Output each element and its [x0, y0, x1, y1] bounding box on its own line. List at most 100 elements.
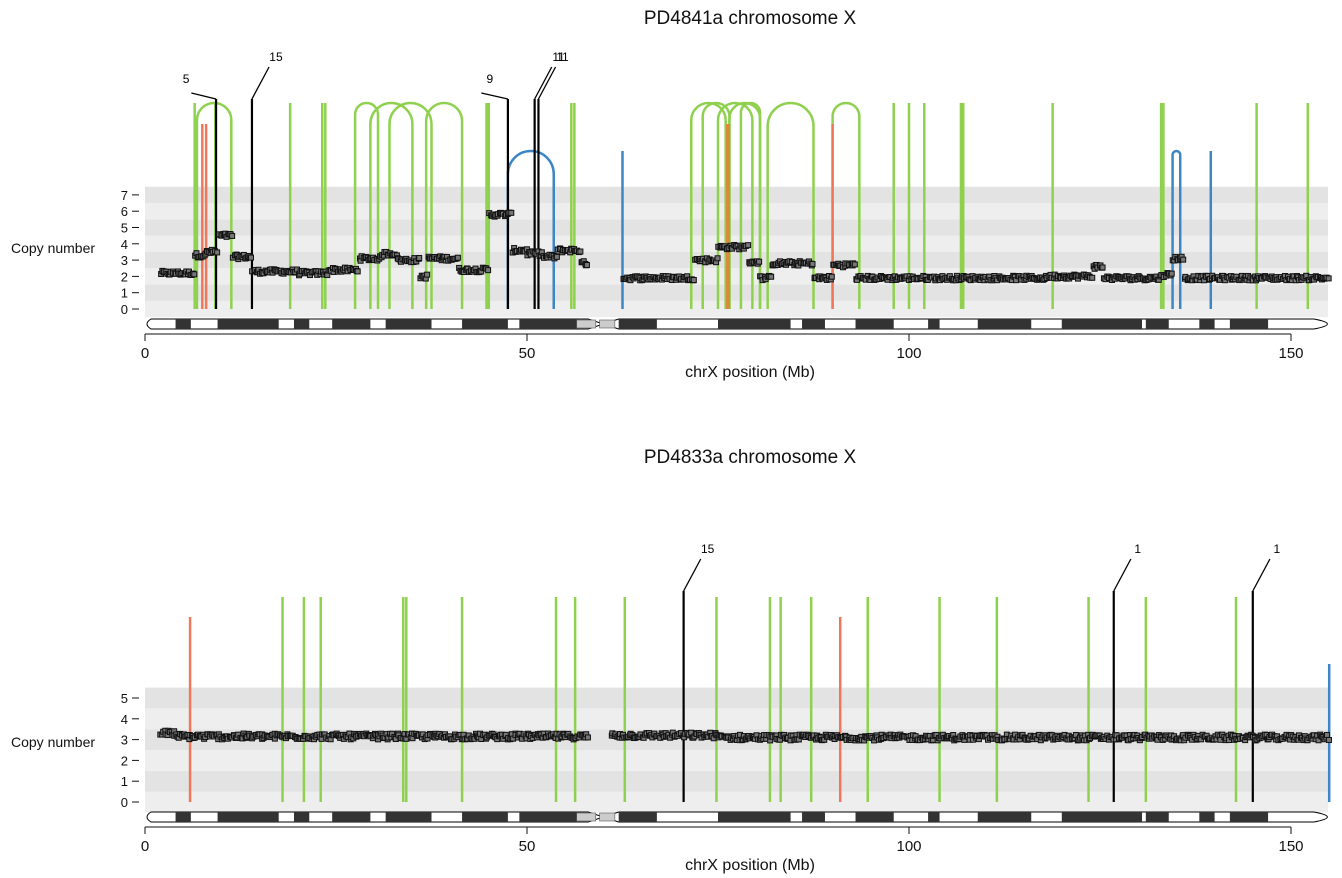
chromosome-ideogram	[146, 318, 1328, 330]
copy-number-point	[553, 253, 560, 260]
ideogram-band	[977, 812, 1032, 822]
ideogram-band	[217, 319, 279, 329]
rearrangement-arc-green	[195, 101, 233, 309]
chart-panel-pd4833a: 0 1 2 3 4 5 15 1 1 0 50 100 150 PD4833a chromosome X…	[0, 439, 1342, 878]
ideogram-centromere	[576, 812, 597, 822]
ideogram-band	[618, 812, 657, 822]
copy-number-point	[424, 271, 431, 278]
y-tick-label: 5	[121, 691, 128, 706]
y-tick-label: 0	[121, 795, 128, 810]
ideogram-band	[462, 319, 508, 329]
ideogram-band	[802, 319, 825, 329]
ideogram-band	[1061, 319, 1143, 329]
ideogram-band	[519, 812, 577, 822]
y-tick-label: 5	[121, 221, 128, 236]
line-label: 1	[1134, 542, 1141, 556]
copy-number-point	[508, 209, 515, 216]
copy-number-point	[1089, 274, 1096, 281]
ideogram-band	[1145, 812, 1169, 822]
ideogram-band	[802, 812, 825, 822]
grid-band	[145, 791, 1328, 813]
copy-number-point	[809, 260, 816, 267]
ideogram-band	[928, 319, 940, 329]
copy-number-point	[577, 248, 584, 255]
ideogram-band	[928, 812, 940, 822]
ideogram-band	[175, 812, 191, 822]
ideogram-centromere	[599, 319, 616, 329]
y-tick-label: 7	[121, 188, 128, 203]
x-tick-label: 50	[519, 345, 536, 362]
copy-number-point	[1323, 731, 1330, 738]
copy-number-point	[1180, 256, 1187, 263]
copy-number-point	[1325, 275, 1332, 282]
x-axis: 0 50 100 150	[141, 333, 1304, 362]
y-tick-label: 4	[121, 237, 128, 252]
copy-number-point	[690, 277, 697, 284]
copy-number-point	[584, 734, 591, 741]
y-tick-label: 3	[121, 733, 128, 748]
copy-number-point	[714, 255, 721, 262]
y-axis-label: Copy number	[11, 240, 96, 256]
label-leader-line	[251, 66, 270, 100]
x-tick-label: 50	[519, 838, 536, 855]
grid-band	[145, 219, 1328, 236]
line-label: 11	[556, 50, 569, 64]
ideogram-band	[385, 812, 432, 822]
copy-number-point	[247, 254, 254, 261]
copy-number-points	[158, 209, 1332, 284]
copy-number-point	[191, 271, 198, 278]
ideogram-band	[855, 319, 894, 329]
ideogram-band	[293, 319, 310, 329]
x-tick-label: 100	[896, 838, 921, 855]
ideogram-band	[217, 812, 279, 822]
label-leader-line	[683, 558, 702, 592]
y-tick-label: 1	[121, 286, 128, 301]
x-tick-label: 100	[896, 345, 921, 362]
label-leader-line	[537, 66, 557, 100]
copy-number-points	[157, 727, 1332, 744]
line-label: 9	[487, 72, 494, 86]
x-axis-label: chrX position (Mb)	[685, 857, 815, 874]
copy-number-point	[485, 267, 492, 274]
label-leader-line	[481, 92, 509, 100]
x-tick-label: 150	[1278, 345, 1303, 362]
ideogram-band	[332, 319, 371, 329]
chart-title: PD4833a chromosome X	[643, 447, 857, 468]
grid-band	[145, 770, 1328, 792]
copy-number-point	[214, 249, 221, 256]
label-leader-line	[1113, 558, 1132, 592]
y-tick-label: 4	[121, 712, 128, 727]
ideogram-band	[1145, 319, 1169, 329]
y-tick-label: 3	[121, 253, 128, 268]
y-axis: 0 1 2 3 4 5	[121, 691, 139, 810]
x-axis-label: chrX position (Mb)	[685, 364, 815, 381]
ideogram-band	[332, 812, 371, 822]
ideogram-q-arm	[601, 318, 1328, 330]
ideogram-band	[718, 319, 791, 329]
copy-number-point	[745, 242, 752, 249]
copy-number-point	[1168, 270, 1175, 277]
line-labels: 15 1 1	[683, 542, 1280, 592]
copy-number-point	[828, 273, 835, 280]
copy-number-point	[851, 261, 858, 268]
copy-number-point	[229, 232, 236, 239]
chart-panel-pd4841a: 0 1 2 3 4 5 6 7 5 15 9 11 11 0 50 100 150 PD4841a chromo…	[11, 8, 1332, 381]
ideogram-band	[462, 812, 508, 822]
ideogram-band	[293, 812, 310, 822]
grid-band	[145, 186, 1328, 204]
label-leader-line	[534, 66, 553, 100]
chart-title: PD4841a chromosome X	[643, 8, 857, 29]
rearrangement-arc-green	[690, 101, 727, 309]
rearrangement-arc-green	[353, 101, 380, 309]
y-tick-label: 0	[121, 302, 128, 317]
rearrangement-arc-green	[766, 101, 815, 309]
copy-number-point	[583, 262, 590, 269]
ideogram-band	[175, 319, 191, 329]
y-tick-label: 2	[121, 753, 128, 768]
ideogram-band	[1061, 812, 1143, 822]
plot-background	[145, 687, 1328, 813]
grid-band	[145, 203, 1328, 220]
grid-band	[145, 750, 1328, 771]
grid-band	[145, 687, 1328, 709]
rearrangement-arc-blue	[1171, 149, 1182, 309]
